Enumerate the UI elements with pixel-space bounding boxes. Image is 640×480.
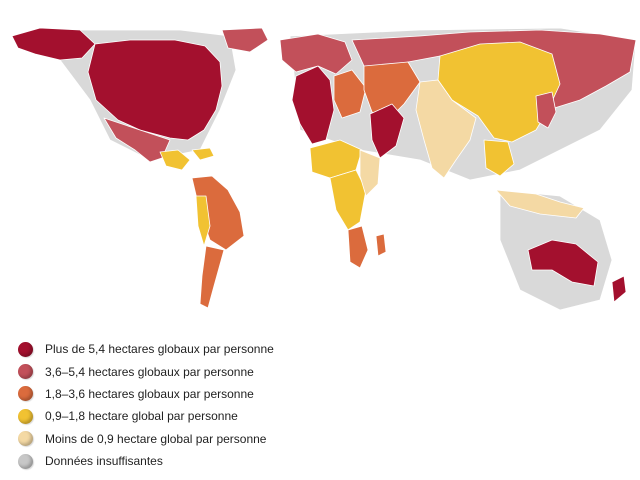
region-southeast-asia: [483, 139, 515, 177]
legend-item: Plus de 5,4 hectares globaux par personn…: [18, 338, 274, 360]
region-south-america-south: [199, 245, 225, 309]
legend-label: 3,6–5,4 hectares globaux par personne: [45, 364, 254, 379]
region-europe-west: [291, 65, 335, 145]
legend-item: 1,8–3,6 hectares globaux par personne: [18, 383, 274, 405]
region-australia: [527, 239, 599, 287]
region-scandinavia: [279, 33, 353, 75]
region-caribbean: [191, 147, 215, 161]
region-alaska: [11, 27, 96, 61]
region-north-america: [87, 39, 223, 141]
legend-swatch: [18, 431, 33, 447]
legend-label: Moins de 0,9 hectare global par personne: [45, 431, 267, 446]
legend-swatch: [18, 364, 33, 380]
region-madagascar: [375, 233, 387, 257]
region-andes: [195, 195, 211, 247]
legend-label: 1,8–3,6 hectares globaux par personne: [45, 386, 254, 401]
legend-item: 3,6–5,4 hectares globaux par personne: [18, 360, 274, 382]
region-middle-east: [369, 103, 405, 159]
region-central-america: [159, 149, 191, 171]
legend-swatch: [18, 341, 33, 357]
region-europe-east: [333, 69, 367, 119]
legend-item: Données insuffisantes: [18, 450, 274, 472]
region-africa-east: [359, 149, 381, 197]
region-africa-central: [329, 169, 367, 231]
region-new-zealand: [611, 275, 627, 303]
legend-label: Données insuffisantes: [45, 454, 163, 469]
legend-item: Moins de 0,9 hectare global par personne: [18, 428, 274, 450]
region-greenland: [221, 27, 269, 53]
region-southern-africa: [347, 225, 369, 269]
legend-label: Plus de 5,4 hectares globaux par personn…: [45, 342, 274, 357]
region-indonesia: [495, 189, 585, 219]
world-cartogram: [11, 27, 637, 311]
legend-item: 0,9–1,8 hectare global par personne: [18, 405, 274, 427]
legend: Plus de 5,4 hectares globaux par personn…: [18, 338, 274, 472]
legend-label: 0,9–1,8 hectare global par personne: [45, 409, 238, 424]
region-mexico: [103, 117, 171, 163]
legend-swatch: [18, 453, 33, 469]
legend-swatch: [18, 386, 33, 402]
region-india: [415, 79, 477, 179]
legend-swatch: [18, 408, 33, 424]
region-japan: [535, 91, 557, 129]
